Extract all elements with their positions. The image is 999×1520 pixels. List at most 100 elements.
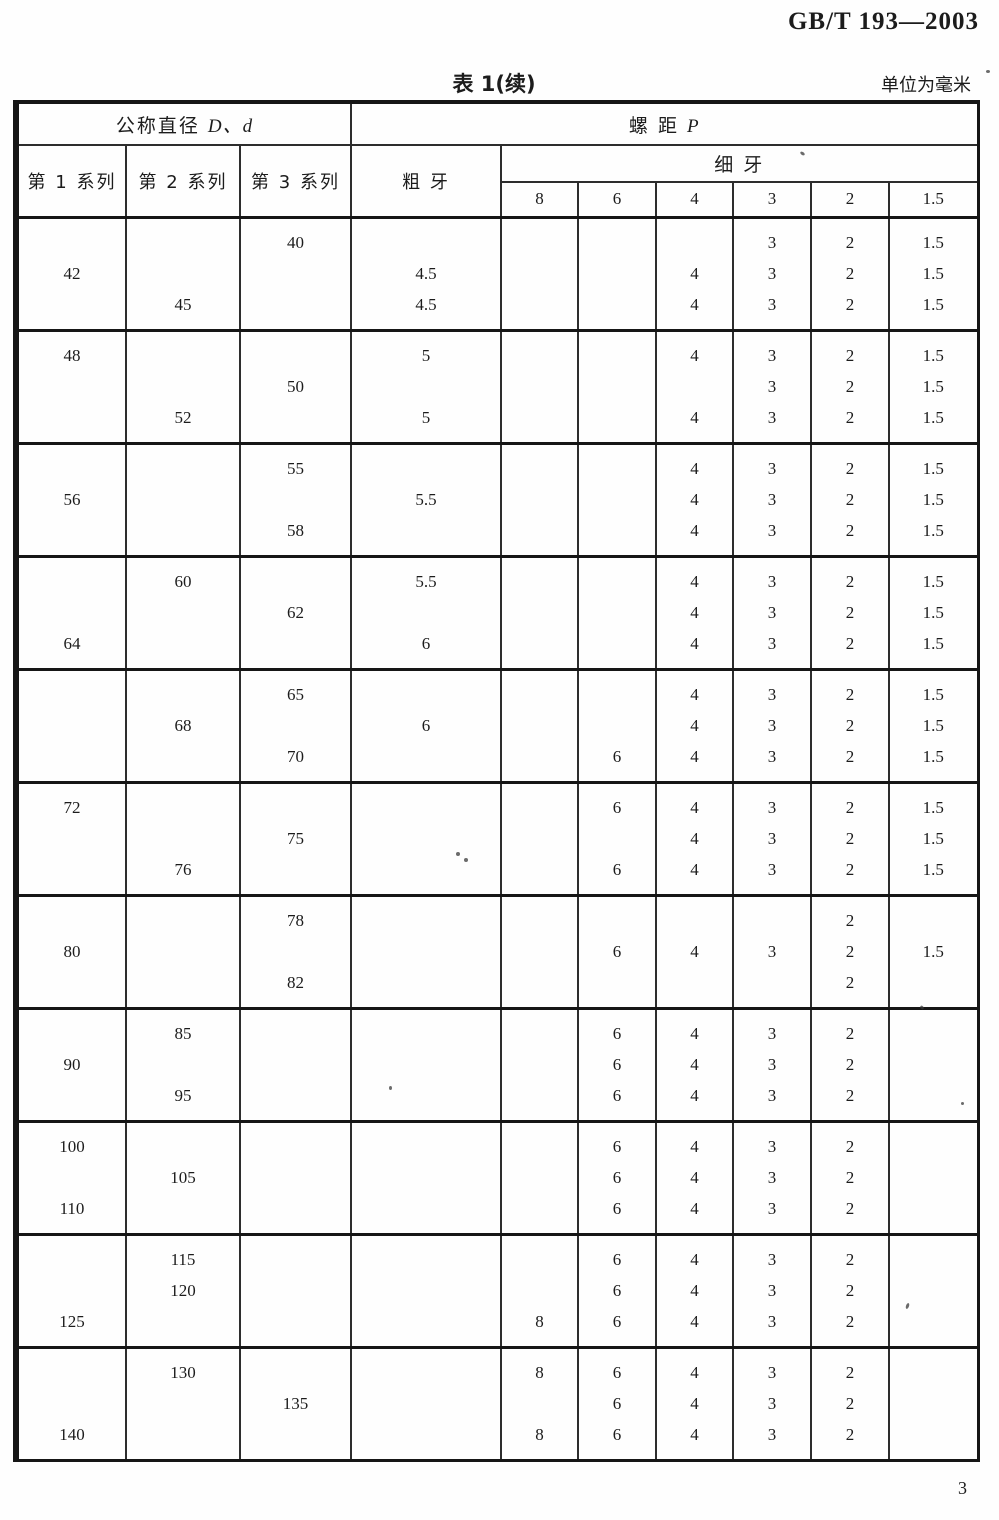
cell-series2 <box>125 340 240 371</box>
cell-fine2: 2 <box>810 289 889 320</box>
cell-series2: 115 <box>125 1244 240 1275</box>
table-row: 75 4 3 2 1.5 <box>15 823 979 854</box>
spacer-cell <box>350 885 501 895</box>
spacer-cell <box>577 546 656 556</box>
cell-series3: 82 <box>239 967 351 998</box>
cell-series3 <box>239 1162 351 1193</box>
cell-fine4: 4 <box>655 1419 733 1450</box>
spacer-cell <box>15 1121 126 1131</box>
cell-series3 <box>239 566 351 597</box>
block-top-spacer-row <box>15 330 979 340</box>
cell-fine4: 4 <box>655 258 733 289</box>
cell-series2 <box>125 484 240 515</box>
header-row-fine-pitches: 8 6 4 3 2 1.5 <box>16 182 979 217</box>
cell-fine3: 3 <box>732 1357 811 1388</box>
cell-fine1_5: 1.5 <box>887 628 979 659</box>
cell-series2 <box>125 1306 240 1337</box>
cell-fine6 <box>577 258 656 289</box>
cell-coarse <box>350 1357 501 1388</box>
cell-coarse <box>350 227 501 258</box>
spacer-cell <box>500 217 578 227</box>
cell-fine1_5 <box>887 1275 979 1306</box>
cell-series1: 72 <box>15 792 126 823</box>
cell-fine1_5: 1.5 <box>887 371 979 402</box>
cell-fine1_5: 1.5 <box>887 710 979 741</box>
cell-fine1_5 <box>887 1018 979 1049</box>
cell-fine8 <box>500 566 578 597</box>
cell-series3 <box>239 1080 351 1111</box>
cell-series3: 65 <box>239 679 351 710</box>
table-row: 78 2 <box>15 905 979 936</box>
spacer-cell <box>125 669 240 679</box>
spacer-cell <box>15 546 126 556</box>
header-row-groups: 公称直径 D、d 螺 距 P <box>15 102 979 146</box>
cell-fine1_5: 1.5 <box>887 854 979 885</box>
cell-fine1_5 <box>887 1049 979 1080</box>
cell-fine1_5: 1.5 <box>887 402 979 433</box>
cell-coarse <box>350 679 501 710</box>
spacer-cell <box>350 1111 501 1121</box>
cell-series2: 105 <box>125 1162 240 1193</box>
cell-fine8 <box>500 1080 578 1111</box>
cell-fine3: 3 <box>732 515 811 546</box>
table-row: 55 4 3 2 1.5 <box>15 453 979 484</box>
cell-fine2: 2 <box>810 1080 889 1111</box>
cell-fine6 <box>577 597 656 628</box>
cell-fine3: 3 <box>732 597 811 628</box>
cell-fine8 <box>500 679 578 710</box>
cell-fine8 <box>500 515 578 546</box>
spacer-cell <box>577 895 656 905</box>
spacer-cell <box>350 546 501 556</box>
spacer-cell <box>239 772 351 782</box>
scan-artifact <box>389 1086 392 1090</box>
cell-fine6 <box>577 289 656 320</box>
spacer-cell <box>732 895 811 905</box>
spacer-cell <box>350 1224 501 1234</box>
spacer-cell <box>239 320 351 330</box>
cell-coarse <box>350 1275 501 1306</box>
block-top-spacer-row <box>15 217 979 227</box>
spacer-cell <box>887 1111 979 1121</box>
table-row: 76 6 4 3 2 1.5 <box>15 854 979 885</box>
spacer-cell <box>15 433 126 443</box>
spacer-cell <box>577 1121 656 1131</box>
cell-fine1_5: 1.5 <box>887 515 979 546</box>
spacer-cell <box>732 443 811 453</box>
spacer-cell <box>350 1337 501 1347</box>
spacer-cell <box>500 659 578 669</box>
cell-fine1_5: 1.5 <box>887 484 979 515</box>
cell-fine4: 4 <box>655 823 733 854</box>
spacer-cell <box>577 772 656 782</box>
cell-series2: 95 <box>125 1080 240 1111</box>
cell-series3 <box>239 628 351 659</box>
spacer-cell <box>887 1008 979 1018</box>
block-top-spacer-row <box>15 1008 979 1018</box>
cell-series2: 76 <box>125 854 240 885</box>
spacer-cell <box>732 1121 811 1131</box>
spacer-cell <box>500 772 578 782</box>
cell-fine3: 3 <box>732 1193 811 1224</box>
cell-series2 <box>125 1131 240 1162</box>
spacer-cell <box>15 320 126 330</box>
cell-fine4: 4 <box>655 628 733 659</box>
spacer-cell <box>810 659 889 669</box>
spacer-cell <box>655 895 733 905</box>
cell-coarse: 5.5 <box>350 484 501 515</box>
spacer-cell <box>887 659 979 669</box>
table-row: 82 2 <box>15 967 979 998</box>
spacer-cell <box>732 1234 811 1244</box>
spacer-cell <box>500 546 578 556</box>
cell-fine8 <box>500 936 578 967</box>
spacer-cell <box>15 885 126 895</box>
spacer-cell <box>887 1347 979 1357</box>
cell-fine1_5 <box>887 1162 979 1193</box>
spacer-cell <box>655 1234 733 1244</box>
spacer-cell <box>887 772 979 782</box>
spacer-cell <box>810 1111 889 1121</box>
spacer-cell <box>655 443 733 453</box>
spacer-cell <box>655 330 733 340</box>
spacer-cell <box>15 556 126 566</box>
cell-fine3: 3 <box>732 1244 811 1275</box>
spacer-cell <box>125 217 240 227</box>
cell-fine1_5: 1.5 <box>887 227 979 258</box>
